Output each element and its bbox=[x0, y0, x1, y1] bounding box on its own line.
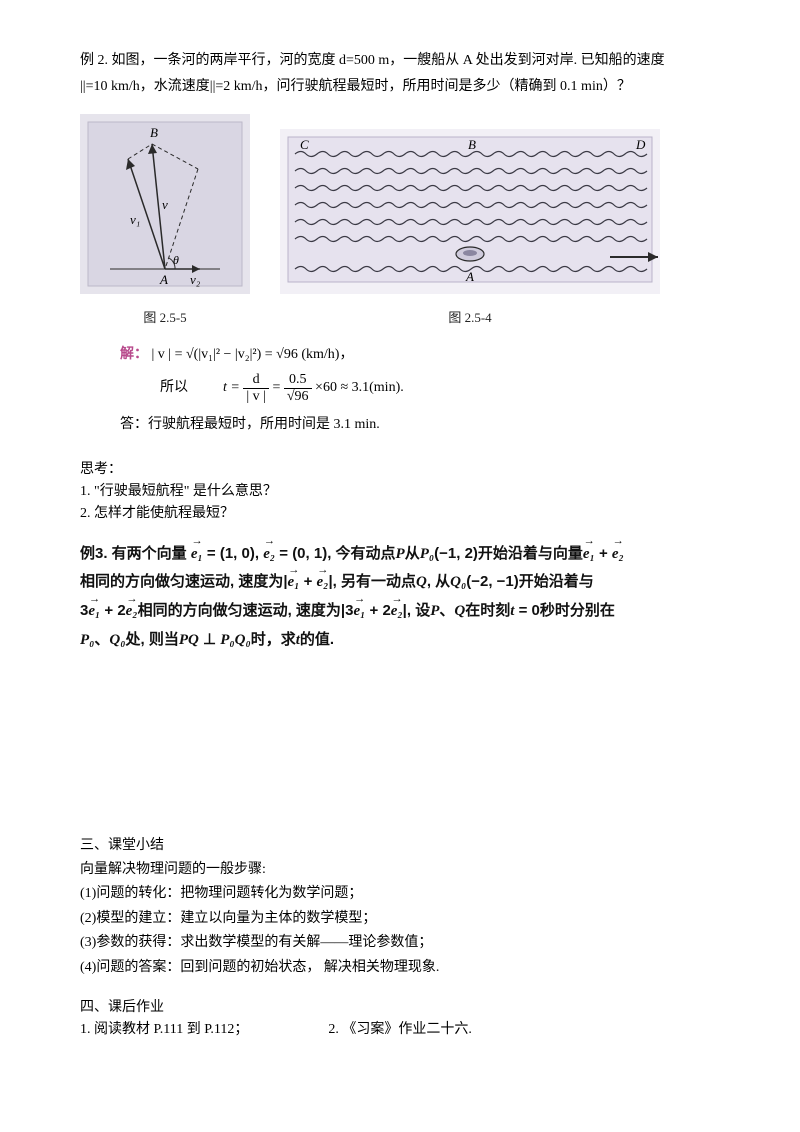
think-title: 思考： bbox=[80, 459, 720, 481]
river-diagram: C B D A bbox=[280, 129, 660, 294]
figure-right-caption: 图 2.5-4 bbox=[280, 308, 660, 329]
figure-right: C B D A 图 2.5-4 bbox=[280, 129, 660, 329]
ex3-plus2: + bbox=[299, 573, 316, 590]
eq-sign: = bbox=[272, 380, 283, 395]
ex3-P0Q0: P₀Q₀ bbox=[220, 632, 250, 648]
homework-block: 四、课后作业 1. 阅读教材 P.111 到 P.112； 2. 《习案》作业二… bbox=[80, 997, 720, 1042]
svg-text:D: D bbox=[635, 137, 646, 152]
vec-e1d: e₁ bbox=[88, 598, 100, 626]
svg-text:v₁: v₁ bbox=[130, 212, 140, 227]
vec-e1b: e₁ bbox=[583, 541, 595, 569]
think-block: 思考： 1. "行驶最短航程" 是什么意思？ 2. 怎样才能使航程最短？ bbox=[80, 459, 720, 526]
ex3-l4a: 处, 则当 bbox=[125, 631, 178, 648]
ex3-q0: (−2, −1)开始沿着与 bbox=[466, 573, 594, 590]
ex3-Q0a: Q₀ bbox=[450, 574, 466, 590]
blank-space bbox=[80, 655, 720, 825]
ex3-Q2: Q bbox=[454, 603, 465, 619]
svg-text:A: A bbox=[465, 269, 474, 284]
solution-so: 所以 bbox=[160, 380, 188, 395]
vector-triangle-diagram: B A v₁ v v₂ θ bbox=[80, 114, 250, 294]
ex3-plus1: + bbox=[595, 545, 612, 562]
summary-block: 三、课堂小结 向量解决物理问题的一般步骤: (1)问题的转化：把物理问题转化为数… bbox=[80, 835, 720, 979]
frac2-num: 0.5 bbox=[284, 372, 312, 388]
homework-title: 四、课后作业 bbox=[80, 997, 720, 1019]
problem2-line1: 例 2. 如图，一条河的两岸平行，河的宽度 d=500 m，一艘船从 A 处出发… bbox=[80, 50, 720, 72]
ex3-from1: 从 bbox=[405, 545, 420, 562]
vec-e2b: e₂ bbox=[612, 541, 624, 569]
example3: 例3. 有两个向量 e₁ = (1, 0), e₂ = (0, 1), 今有动点… bbox=[80, 540, 720, 655]
summary-s1: (1)问题的转化：把物理问题转化为数学问题； bbox=[80, 883, 720, 905]
ex3-p0: (−1, 2)开始沿着与向量 bbox=[434, 545, 583, 562]
think-q1: 1. "行驶最短航程" 是什么意思？ bbox=[80, 481, 720, 503]
frac1-den: | v | bbox=[243, 389, 269, 404]
vec-e2c: e₂ bbox=[317, 569, 329, 597]
t-label: t = bbox=[223, 380, 240, 395]
problem2-line2: ||=10 km/h，水流速度||=2 km/h，问行驶航程最短时，所用时间是多… bbox=[80, 76, 720, 98]
vec-e2e: e₂ bbox=[391, 598, 403, 626]
frac-d-over-v: d | v | bbox=[243, 372, 269, 404]
think-q2: 2. 怎样才能使航程最短？ bbox=[80, 503, 720, 525]
vec-e1c: e₁ bbox=[288, 569, 300, 597]
frac2-den: √96 bbox=[284, 389, 312, 404]
ex3-from2: , 从 bbox=[427, 573, 450, 590]
homework-2: 2. 《习案》作业二十六. bbox=[328, 1019, 472, 1041]
ex3-Q: Q bbox=[416, 574, 427, 590]
ex3-plus3: + 2 bbox=[100, 602, 125, 619]
ex3-l2a: 相同的方向做匀速运动, 速度为| bbox=[80, 573, 288, 590]
ex3-l3a: 相同的方向做匀速运动, 速度为|3 bbox=[138, 602, 354, 619]
ex3-PQ: PQ bbox=[179, 632, 199, 648]
solution-line2: 所以 t = d | v | = 0.5 √96 ×60 ≈ 3.1(min). bbox=[160, 372, 720, 404]
ex3-P0b: P₀ bbox=[80, 632, 94, 648]
ex3-l3b: |, 设 bbox=[403, 602, 431, 619]
ex3-perp: ⊥ bbox=[199, 631, 220, 648]
vec-e2: e₂ bbox=[263, 541, 275, 569]
svg-text:C: C bbox=[300, 137, 309, 152]
ex3-e1def: = (1, 0), bbox=[203, 545, 263, 562]
svg-text:v₂: v₂ bbox=[190, 272, 201, 287]
ex3-l4b: 时，求 bbox=[251, 631, 296, 648]
solution-block: 解： | v | = √(|v₁|² − |v₂|²) = √96 (km/h)… bbox=[120, 344, 720, 404]
frac-05-over-sqrt96: 0.5 √96 bbox=[284, 372, 312, 404]
solution-line1: | v | = √(|v₁|² − |v₂|²) = √96 (km/h)， bbox=[152, 347, 354, 362]
svg-text:θ: θ bbox=[173, 253, 179, 267]
vec-e2d: e₂ bbox=[126, 598, 138, 626]
ex3-l2b: |, 另有一动点 bbox=[328, 573, 416, 590]
svg-text:A: A bbox=[159, 272, 168, 287]
ex3-plus4: + 2 bbox=[365, 602, 390, 619]
svg-text:B: B bbox=[468, 137, 476, 152]
summary-s2: (2)模型的建立：建立以向量为主体的数学模型； bbox=[80, 908, 720, 930]
summary-s4: (4)问题的答案：回到问题的初始状态， 解决相关物理现象. bbox=[80, 957, 720, 979]
ex3-t0: = 0秒时分别在 bbox=[514, 602, 614, 619]
summary-title: 三、课堂小结 bbox=[80, 835, 720, 857]
svg-text:B: B bbox=[150, 125, 158, 140]
ex3-c1: 、 bbox=[439, 602, 454, 619]
ex3-head: 例3. 有两个向量 bbox=[80, 545, 191, 562]
ex3-c2: 、 bbox=[94, 631, 109, 648]
ex3-three: 3 bbox=[80, 602, 88, 619]
figures-row: B A v₁ v v₂ θ 图 2.5-5 bbox=[80, 114, 720, 329]
homework-1: 1. 阅读教材 P.111 到 P.112； bbox=[80, 1019, 248, 1041]
vec-e1: e₁ bbox=[191, 541, 203, 569]
figure-left-caption: 图 2.5-5 bbox=[80, 308, 250, 329]
ex3-P2: P bbox=[430, 603, 439, 619]
frac1-num: d bbox=[243, 372, 269, 388]
ex3-tval: 的值. bbox=[300, 631, 334, 648]
figure-left: B A v₁ v v₂ θ 图 2.5-5 bbox=[80, 114, 250, 329]
vec-e1e: e₁ bbox=[353, 598, 365, 626]
svg-text:v: v bbox=[162, 197, 168, 212]
ex3-Q0b: Q₀ bbox=[109, 632, 125, 648]
solution-answer: 答：行驶航程最短时，所用时间是 3.1 min. bbox=[120, 414, 720, 436]
solution-tail: ×60 ≈ 3.1(min). bbox=[315, 380, 404, 395]
summary-intro: 向量解决物理问题的一般步骤: bbox=[80, 859, 720, 881]
summary-s3: (3)参数的获得：求出数学模型的有关解——理论参数值； bbox=[80, 932, 720, 954]
ex3-P: P bbox=[396, 546, 405, 562]
ex3-pqat: 在时刻 bbox=[465, 602, 510, 619]
ex3-P0a: P₀ bbox=[420, 546, 434, 562]
solution-jie: 解： bbox=[120, 347, 148, 362]
